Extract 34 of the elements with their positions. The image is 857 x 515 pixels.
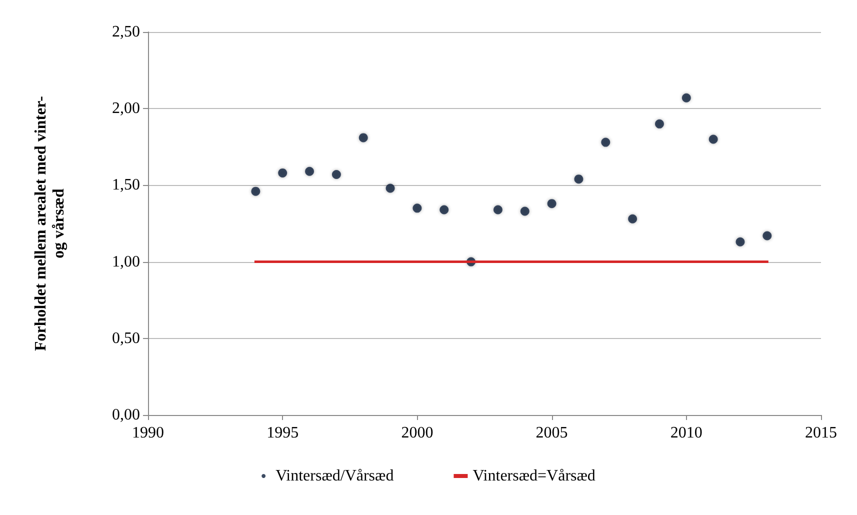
x-tick-label: 2000 [401,424,434,442]
point [736,237,745,246]
y-tick-label: 2,50 [112,24,140,40]
x-tick-label: 2015 [805,424,837,442]
point [654,119,664,128]
y-tick-label: 1,00 [112,253,140,270]
x-tick-label: 1995 [266,424,299,442]
x-tick-label: 2005 [536,424,568,442]
point [358,133,368,142]
point [493,205,502,214]
y-tick-label: 0,00 [112,406,140,424]
point [278,168,288,178]
point [440,205,449,214]
point [682,93,691,102]
point [386,184,395,193]
point [574,174,584,184]
y-tick-label: 0,50 [112,330,140,347]
point [251,186,260,196]
point [305,166,314,176]
point [708,134,718,144]
legend-label: Vintersæd=Vårsæd [472,468,596,484]
legend-label: Vintersæd/Vårsæd [276,468,394,484]
point [332,170,341,179]
x-tick-label: 2010 [670,424,702,442]
y-axis-title: Forholdet mellem arealet med vinter- og vårsæd [32,96,68,352]
point [412,204,422,213]
x-tick-label: 1990 [132,424,164,442]
point [520,206,530,216]
point [601,138,610,147]
point [628,214,638,224]
y-tick-label: 1,50 [112,176,140,194]
point [547,199,556,208]
point [762,231,772,240]
y-tick-label: 2,00 [112,100,140,118]
